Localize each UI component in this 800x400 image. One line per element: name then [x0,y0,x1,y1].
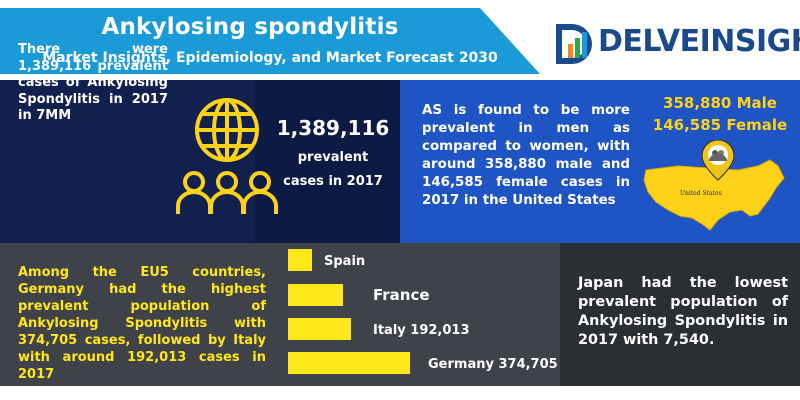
bar-italy [288,318,351,340]
eu5-bar-chart: Spain France Italy 192,013 Germany 374,705 [288,249,558,374]
bottom-strip [0,386,800,400]
globe-people-icon [176,98,278,214]
panel-eu5-text: Among the EU5 countries, Germany had the… [18,265,266,382]
total-cases-number: 1,389,116 [276,116,390,140]
panel-us [400,80,800,243]
header: Ankylosing spondylitis Market Insights, … [0,0,800,80]
bar-france [288,284,343,306]
delveinsight-logo: DELVEINSIGHT [548,14,800,70]
female-cases: 146,585 Female [652,116,788,134]
page-title: Ankylosing spondylitis [101,14,399,40]
male-cases: 358,880 Male [663,94,777,112]
bar-label-italy: Italy 192,013 [373,323,470,338]
page-subtitle: Market Insights, Epidemiology, and Marke… [42,50,498,66]
panel-total [255,80,400,243]
us-map-icon [643,140,785,231]
bar-label-germany: Germany 374,705 [428,357,558,372]
total-cases-label-2: cases in 2017 [283,174,383,189]
logo-mark-icon [556,24,592,64]
bar-label-spain: Spain [324,254,365,269]
bar-spain [288,249,312,271]
title-band [0,8,540,74]
total-cases-label-1: prevalent [297,150,369,165]
bar-germany [288,352,410,374]
logo-text: DELVEINSIGHT [598,24,800,59]
location-pin-icon [701,140,735,181]
map-label: United States [680,190,722,197]
panel-7mm-text: There were 1,389,116 prevalent cases of … [18,42,168,123]
panel-japan [560,243,800,386]
bar-label-france: France [373,286,430,304]
panel-japan-text: Japan had the lowest prevalent populatio… [578,275,788,348]
panel-7mm [0,80,255,243]
panel-us-text: AS is found to be more prevalent in men … [422,103,630,208]
panel-eu5 [0,243,560,386]
